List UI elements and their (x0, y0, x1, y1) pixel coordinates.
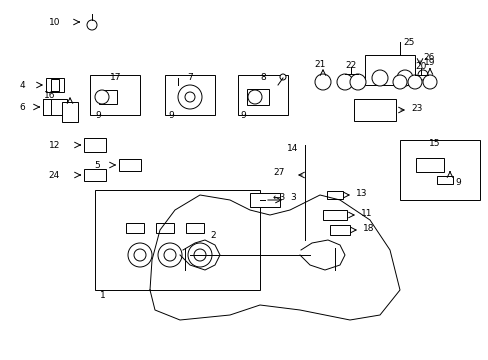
Bar (84, 169, 106, 181)
Text: 26: 26 (422, 53, 433, 62)
Circle shape (178, 85, 202, 109)
Bar (126, 223, 143, 233)
Bar (164, 75, 215, 115)
Bar (43, 99, 51, 115)
Text: 25: 25 (402, 37, 413, 46)
Bar (43, 99, 67, 115)
Circle shape (87, 20, 97, 30)
Text: 9: 9 (454, 177, 460, 186)
Circle shape (422, 75, 436, 89)
Text: 13: 13 (355, 189, 367, 198)
Circle shape (184, 92, 195, 102)
Circle shape (336, 74, 352, 90)
Text: 19: 19 (424, 58, 435, 67)
Bar (249, 193, 280, 207)
Bar (329, 225, 349, 235)
Text: 2: 2 (209, 230, 215, 239)
Text: ←3: ←3 (272, 193, 285, 202)
Text: 16: 16 (43, 90, 55, 99)
Text: 7: 7 (187, 72, 192, 81)
Text: 8: 8 (260, 72, 265, 81)
Circle shape (407, 75, 421, 89)
Text: 18: 18 (362, 224, 374, 233)
Circle shape (314, 74, 330, 90)
Circle shape (280, 74, 285, 80)
Circle shape (392, 75, 406, 89)
Circle shape (194, 249, 205, 261)
Bar (246, 89, 268, 105)
Bar (399, 140, 479, 200)
Text: 22: 22 (345, 60, 356, 69)
Bar (99, 90, 117, 104)
Bar (46, 78, 64, 92)
Bar (95, 190, 260, 290)
Text: 21: 21 (314, 59, 325, 68)
Bar (326, 191, 342, 199)
Text: 1: 1 (100, 291, 105, 300)
Text: 20: 20 (414, 62, 426, 71)
Text: 12: 12 (48, 140, 60, 149)
Bar (90, 75, 140, 115)
Text: 15: 15 (428, 139, 440, 148)
Text: 3: 3 (289, 193, 295, 202)
Text: 9: 9 (168, 111, 173, 120)
Bar (156, 223, 174, 233)
Bar (415, 158, 443, 172)
Circle shape (128, 243, 152, 267)
Text: 14: 14 (286, 144, 297, 153)
Text: 17: 17 (110, 72, 122, 81)
Circle shape (163, 249, 176, 261)
Text: 6: 6 (19, 103, 25, 112)
Circle shape (158, 243, 182, 267)
Bar (62, 102, 78, 122)
Bar (119, 159, 141, 171)
Bar (185, 223, 203, 233)
Bar (51, 79, 59, 91)
Bar (238, 75, 287, 115)
Bar (436, 176, 452, 184)
Text: 23: 23 (410, 104, 422, 112)
Circle shape (95, 90, 109, 104)
Text: 24: 24 (49, 171, 60, 180)
Bar (353, 99, 395, 121)
Text: 5: 5 (94, 161, 100, 170)
Circle shape (349, 74, 365, 90)
Text: 10: 10 (48, 18, 60, 27)
Circle shape (417, 70, 427, 80)
Text: 4: 4 (20, 81, 25, 90)
Bar (323, 210, 346, 220)
Text: 27: 27 (273, 167, 285, 176)
Bar (84, 138, 106, 152)
Bar (364, 55, 414, 85)
Circle shape (187, 243, 212, 267)
Circle shape (134, 249, 146, 261)
Text: 11: 11 (360, 208, 372, 217)
Text: 9: 9 (95, 111, 101, 120)
Circle shape (371, 70, 387, 86)
Circle shape (396, 70, 412, 86)
Circle shape (247, 90, 262, 104)
Text: 9: 9 (240, 111, 245, 120)
